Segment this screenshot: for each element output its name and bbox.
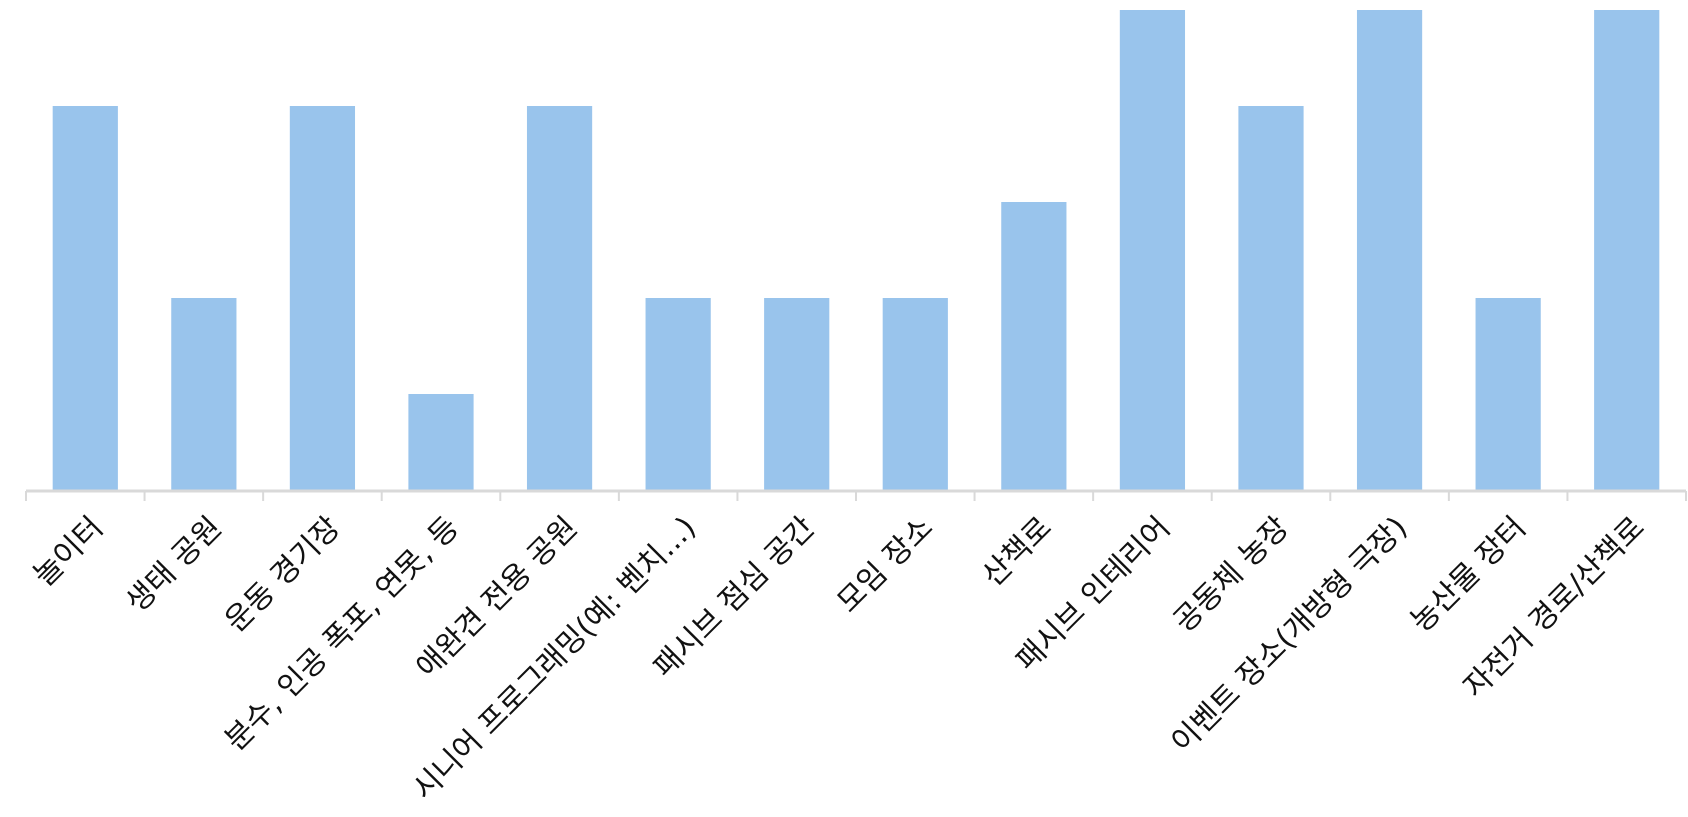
bar: [645, 298, 711, 490]
x-tick-label: 운동 경기장: [218, 510, 347, 639]
x-tick-label: 농산물 장터: [1404, 510, 1533, 639]
x-tick-label: 놀이터: [27, 510, 110, 593]
bar: [882, 298, 948, 490]
x-tick-label: 생태 공원: [119, 510, 229, 620]
bar: [526, 106, 593, 490]
bar: [408, 394, 474, 490]
x-tick-label: 분수, 인공 폭포, 연못, 등: [218, 510, 466, 758]
x-tick-label: 공동체 농장: [1167, 510, 1296, 639]
bars-group: [52, 10, 1660, 490]
bar: [1001, 202, 1067, 490]
bar: [1119, 10, 1186, 490]
bar: [171, 298, 237, 490]
bar: [289, 106, 356, 490]
bar: [1594, 10, 1660, 490]
x-axis: [25, 489, 1687, 501]
x-tick-label: 모임 장소: [831, 510, 941, 620]
bar: [52, 106, 118, 490]
bar: [1475, 298, 1541, 490]
x-tick-label: 산책로: [975, 510, 1058, 593]
bar: [764, 298, 830, 490]
bar: [1356, 10, 1423, 490]
x-tick-label: 이벤트 장소(개방형 극장): [1165, 510, 1415, 760]
bar: [1238, 106, 1304, 490]
